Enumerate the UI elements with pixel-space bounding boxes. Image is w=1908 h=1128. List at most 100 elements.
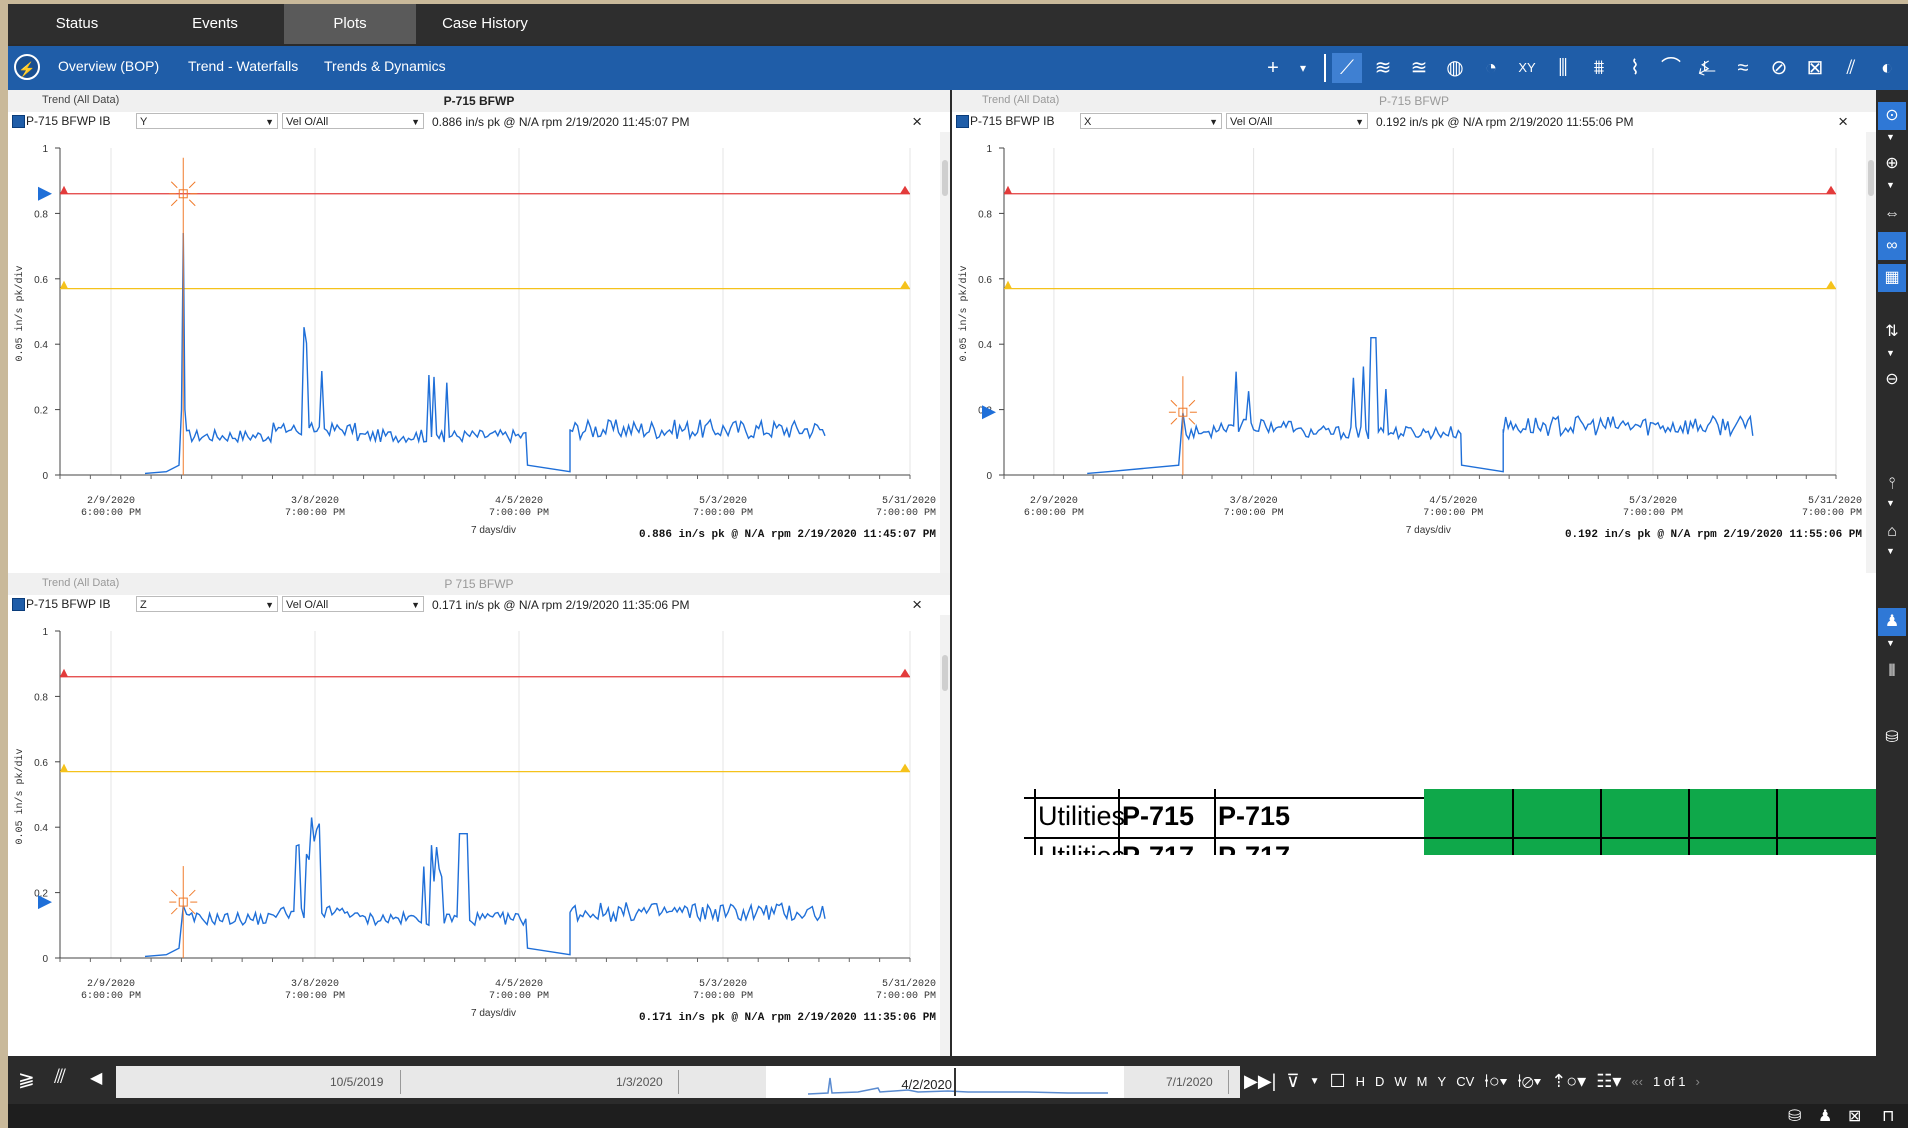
- scroll-end-icon[interactable]: ▶▶|: [1244, 1070, 1277, 1091]
- report-icon[interactable]: ⊠: [1806, 57, 1824, 79]
- band-icon[interactable]: ⇔: [1884, 205, 1900, 222]
- scale-week-button[interactable]: W: [1394, 1073, 1407, 1089]
- timeline-marker[interactable]: [954, 1068, 956, 1096]
- scrollbar-thumb[interactable]: [942, 160, 948, 196]
- marker-range-icon[interactable]: ⇡○▾: [1551, 1070, 1587, 1091]
- x-scale-label: 7 days/div: [1406, 525, 1451, 536]
- scale-year-button[interactable]: Y: [1437, 1073, 1447, 1089]
- direction-dropdown[interactable]: X ▼: [1080, 113, 1222, 129]
- pane-header: Trend (All Data) P-715 BFWP: [8, 90, 950, 112]
- nyquist-icon[interactable]: ⌒: [1661, 57, 1681, 79]
- measure-dropdown[interactable]: Vel O/All ▼: [282, 113, 424, 129]
- scrollbar-thumb[interactable]: [942, 655, 948, 691]
- close-icon[interactable]: ×: [912, 595, 922, 614]
- polar-icon[interactable]: ◔: [1484, 57, 1498, 79]
- multi-spectrum-icon[interactable]: ⩩: [1593, 57, 1605, 79]
- cascade-icon[interactable]: ≊: [1410, 57, 1428, 79]
- trend-pane-z: Trend (All Data) P 715 BFWP P-715 BFWP I…: [8, 573, 950, 1056]
- trend-icon[interactable]: ⟋: [1332, 53, 1362, 83]
- crosshair-icon[interactable]: ⊕: [1885, 155, 1899, 172]
- marker-start-icon[interactable]: ⍿○▾: [1484, 1070, 1508, 1091]
- chevron-down-icon[interactable]: ▼: [1309, 1075, 1320, 1087]
- link-trends-dynamics[interactable]: Trends & Dynamics: [324, 58, 446, 74]
- cursor-icon[interactable]: ⊙: [1878, 102, 1906, 130]
- tab-events[interactable]: Events: [192, 15, 238, 32]
- tab-case-history[interactable]: Case History: [442, 15, 528, 32]
- report-status-icon[interactable]: ⊠: [1848, 1108, 1862, 1125]
- direction-dropdown[interactable]: Y ▼: [136, 113, 278, 129]
- users-status-icon[interactable]: ♟: [1818, 1108, 1833, 1125]
- compare-icon[interactable]: ⫯: [1888, 475, 1896, 492]
- full-spectrum-icon[interactable]: ⊘: [1770, 57, 1788, 79]
- statistics-icon[interactable]: ⫴: [1888, 663, 1896, 680]
- timeline-compare-icon[interactable]: ⫻: [54, 1066, 66, 1088]
- page-next-icon[interactable]: ›: [1695, 1073, 1700, 1089]
- scrollbar-thumb[interactable]: [1868, 160, 1874, 196]
- database-status-icon[interactable]: ⛁: [1788, 1108, 1802, 1125]
- scale-month-button[interactable]: M: [1416, 1073, 1428, 1089]
- measure-dropdown[interactable]: Vel O/All ▼: [282, 596, 424, 612]
- scale-day-button[interactable]: D: [1375, 1073, 1385, 1089]
- zoom-icon[interactable]: ⊖: [1885, 371, 1899, 388]
- pane-title: Trend (All Data): [982, 94, 1060, 106]
- close-icon[interactable]: ×: [1838, 112, 1848, 131]
- marker-clear-icon[interactable]: ⍿⊘▾: [1517, 1070, 1542, 1091]
- measure-dropdown[interactable]: Vel O/All ▼: [1226, 113, 1368, 129]
- filter-icon[interactable]: ⊽: [1286, 1070, 1300, 1091]
- spectrum-icon[interactable]: ⫼: [1558, 57, 1568, 79]
- scale-icon[interactable]: ⇅: [1885, 323, 1899, 340]
- direction-dropdown[interactable]: Z ▼: [136, 596, 278, 612]
- timeline-chart-icon[interactable]: ⫺: [18, 1068, 35, 1090]
- vertical-scrollbar[interactable]: [1866, 132, 1876, 573]
- database-icon[interactable]: ⛁: [1885, 729, 1899, 746]
- table-cell: P-715: [1122, 801, 1195, 831]
- pane-header: Trend (All Data) P 715 BFWP: [8, 573, 950, 595]
- scale-hour-button[interactable]: H: [1355, 1073, 1365, 1089]
- timeline-label: 4/2/2020: [901, 1077, 952, 1092]
- chevron-down-icon[interactable]: ▼: [1886, 180, 1895, 190]
- timeline-window[interactable]: 4/2/2020: [766, 1066, 1124, 1098]
- bode-icon[interactable]: ⌇: [1630, 57, 1640, 79]
- table-divider: [1034, 789, 1036, 855]
- waveform-icon[interactable]: ≈: [1737, 57, 1749, 79]
- tab-plots[interactable]: Plots: [284, 4, 416, 44]
- scale-cv-button[interactable]: CV: [1456, 1073, 1475, 1089]
- user-icon[interactable]: ♟: [1878, 608, 1906, 636]
- alert-marker: [900, 280, 910, 289]
- chevron-down-icon[interactable]: ▼: [1886, 498, 1895, 508]
- xy-icon[interactable]: XY: [1518, 60, 1536, 75]
- y-tick-label: 0.8: [34, 209, 48, 220]
- tools-icon[interactable]: ⫽: [1846, 57, 1856, 79]
- close-icon[interactable]: ×: [912, 112, 922, 131]
- checkbox-icon[interactable]: ☐: [1329, 1070, 1346, 1091]
- x-tick-label: 5/3/2020: [699, 978, 747, 990]
- vertical-scrollbar[interactable]: [940, 132, 950, 573]
- chevron-down-icon[interactable]: ▼: [1886, 348, 1895, 358]
- harmonic-icon[interactable]: ∞: [1878, 232, 1906, 260]
- export-icon[interactable]: ⌂: [1887, 523, 1897, 540]
- layout-grid-icon[interactable]: ☷▾: [1596, 1070, 1622, 1091]
- chevron-down-icon[interactable]: ▼: [1886, 132, 1895, 142]
- tab-status[interactable]: Status: [55, 15, 99, 32]
- page-first-icon[interactable]: «‹: [1631, 1073, 1643, 1089]
- link-overview-bop[interactable]: Overview (BOP): [58, 58, 160, 74]
- lock-status-icon[interactable]: ⊓: [1882, 1108, 1895, 1125]
- chevron-down-icon[interactable]: ▼: [1886, 546, 1895, 556]
- settings-icon[interactable]: ◐: [1880, 57, 1894, 79]
- chevron-down-icon[interactable]: ▼: [1886, 638, 1895, 648]
- shaft-icon[interactable]: ⍼: [1698, 57, 1716, 79]
- overlay-icon[interactable]: ▦: [1878, 264, 1906, 292]
- dropdown-icon[interactable]: ▾: [1299, 61, 1307, 75]
- link-trend-waterfalls[interactable]: Trend - Waterfalls: [188, 58, 299, 74]
- lightning-icon[interactable]: ⚡: [14, 54, 40, 80]
- scroll-left-icon[interactable]: ◀: [90, 1070, 103, 1087]
- series-line: [144, 232, 826, 475]
- orbit-icon[interactable]: ◍: [1446, 57, 1464, 79]
- waterfall-icon[interactable]: ≋: [1374, 57, 1392, 79]
- alert-marker: [60, 763, 68, 772]
- vertical-scrollbar[interactable]: [940, 615, 950, 1056]
- add-icon[interactable]: +: [1267, 57, 1279, 79]
